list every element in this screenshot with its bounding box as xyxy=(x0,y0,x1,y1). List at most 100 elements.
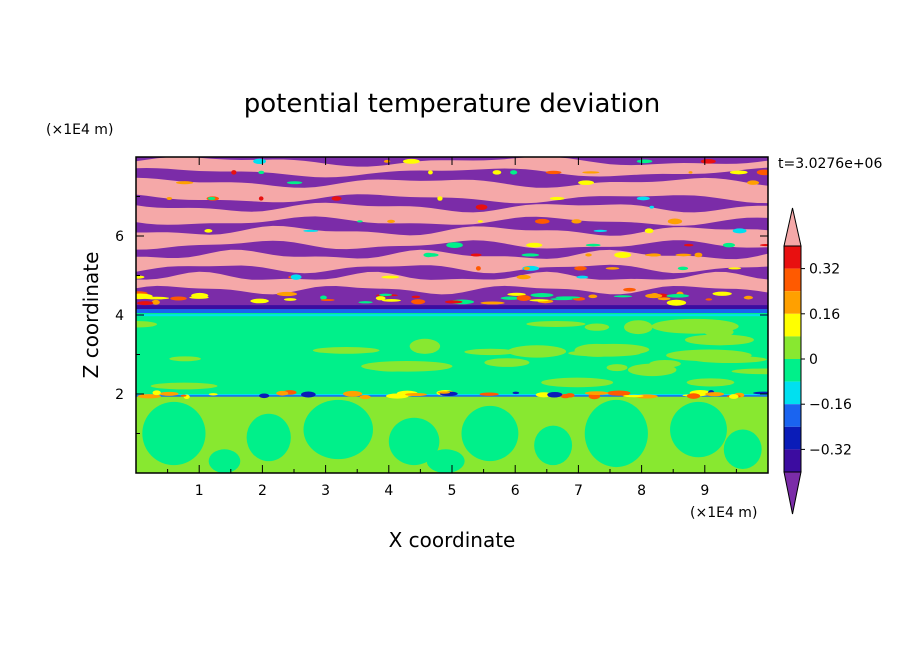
interface-speck xyxy=(152,390,161,396)
band-speck xyxy=(446,242,463,248)
band-speck xyxy=(258,196,264,201)
colorbar-extend-max xyxy=(783,207,802,247)
band-speck xyxy=(576,275,589,279)
y-tick-label: 6 xyxy=(115,229,124,245)
transition-speck xyxy=(136,293,153,300)
band-speck xyxy=(510,170,518,175)
transition-speck xyxy=(320,295,327,300)
transition-speck xyxy=(588,294,598,299)
colorbar-swatch xyxy=(784,359,801,382)
y-axis-title: Z coordinate xyxy=(79,252,103,379)
band-speck xyxy=(204,229,213,233)
band-speck xyxy=(667,218,683,225)
mid-layer-patch xyxy=(606,364,628,372)
transition-speck xyxy=(276,291,298,297)
band-speck xyxy=(383,159,391,163)
transition-speck xyxy=(320,299,335,302)
band-speck xyxy=(521,253,540,257)
colorbar-tick-label: −0.16 xyxy=(809,397,852,413)
transition-speck xyxy=(189,296,209,299)
interface-speck xyxy=(512,391,520,395)
mid-layer-patch xyxy=(731,368,768,375)
interface-speck xyxy=(137,394,161,399)
band-speck xyxy=(534,218,550,224)
convective-cell xyxy=(461,405,519,462)
transition-speck xyxy=(411,295,421,299)
interface-speck xyxy=(276,390,289,396)
convective-cell xyxy=(426,449,465,473)
colorbar-swatch xyxy=(784,426,801,450)
y-unit-label: (×1E4 m) xyxy=(46,122,113,138)
interface-speck xyxy=(547,393,561,398)
transition-speck xyxy=(170,296,187,301)
interface-speck xyxy=(437,391,451,394)
mid-layer-patch xyxy=(692,355,767,363)
mid-layer-patch xyxy=(651,318,739,334)
colorbar-swatch xyxy=(784,246,801,269)
interface-speck xyxy=(623,394,644,398)
band-speck xyxy=(636,159,653,164)
band-speck xyxy=(756,169,768,176)
upper-base-dark xyxy=(136,305,768,310)
warm-band xyxy=(136,271,768,295)
band-speck xyxy=(549,196,565,201)
colorbar-swatch xyxy=(784,313,801,337)
band-speck xyxy=(582,171,600,174)
mid-layer-patch xyxy=(686,378,735,387)
interface-speck xyxy=(180,394,187,397)
transition-speck xyxy=(613,295,633,298)
colorbar-swatch xyxy=(784,291,801,314)
convective-cell xyxy=(670,401,727,458)
mid-layer-patch xyxy=(464,348,517,356)
warm-band xyxy=(136,225,768,250)
transition-speck xyxy=(151,299,160,305)
band-speck xyxy=(387,219,396,223)
band-speck xyxy=(381,275,400,279)
band-speck xyxy=(516,274,531,280)
interface-speck xyxy=(208,393,218,396)
transition-speck xyxy=(666,299,687,306)
interface-speck xyxy=(535,392,552,398)
mid-layer-patch xyxy=(649,360,681,368)
band-speck xyxy=(722,242,735,248)
transition-speck xyxy=(530,293,554,298)
interface-line-high xyxy=(136,314,768,317)
band-speck xyxy=(759,244,768,247)
interface-speck xyxy=(705,392,725,397)
transition-speck xyxy=(480,301,505,305)
band-speck xyxy=(356,220,363,223)
mid-layer-patch xyxy=(684,334,754,346)
transition-speck xyxy=(712,291,732,296)
mid-layer-patch xyxy=(541,377,614,388)
transition-speck xyxy=(375,296,386,301)
colorbar-extend-min xyxy=(783,471,802,515)
y-tick-label: 4 xyxy=(115,308,124,324)
band-speck xyxy=(574,266,587,271)
transition-speck xyxy=(500,296,522,300)
mid-layer-patch xyxy=(624,320,653,335)
band-speck xyxy=(732,228,747,234)
warm-band xyxy=(136,157,768,178)
band-speck xyxy=(578,180,594,185)
band-speck xyxy=(231,170,237,175)
mid-layer-patch xyxy=(150,382,218,390)
band-speck xyxy=(166,196,173,200)
y-axis: 2 4 6 xyxy=(115,196,768,434)
colorbar: 0.32 0.16 0 −0.16 −0.32 xyxy=(783,207,852,515)
band-speck xyxy=(402,158,420,164)
band-speck xyxy=(475,204,488,210)
transition-speck xyxy=(260,299,268,303)
band-speck xyxy=(523,266,530,271)
upper-base-strip xyxy=(136,309,768,314)
x-tick-label: 9 xyxy=(700,483,709,499)
colorbar-swatch xyxy=(784,268,801,292)
convective-cell xyxy=(584,399,648,468)
plot-area xyxy=(136,157,768,473)
mid-layer-patch xyxy=(584,323,610,331)
y-tick-label: 2 xyxy=(115,387,124,403)
x-tick-label: 3 xyxy=(321,483,330,499)
transition-speck xyxy=(516,295,531,301)
band-speck xyxy=(675,253,692,257)
interface-line-low-2 xyxy=(136,395,768,397)
band-speck xyxy=(644,253,654,257)
